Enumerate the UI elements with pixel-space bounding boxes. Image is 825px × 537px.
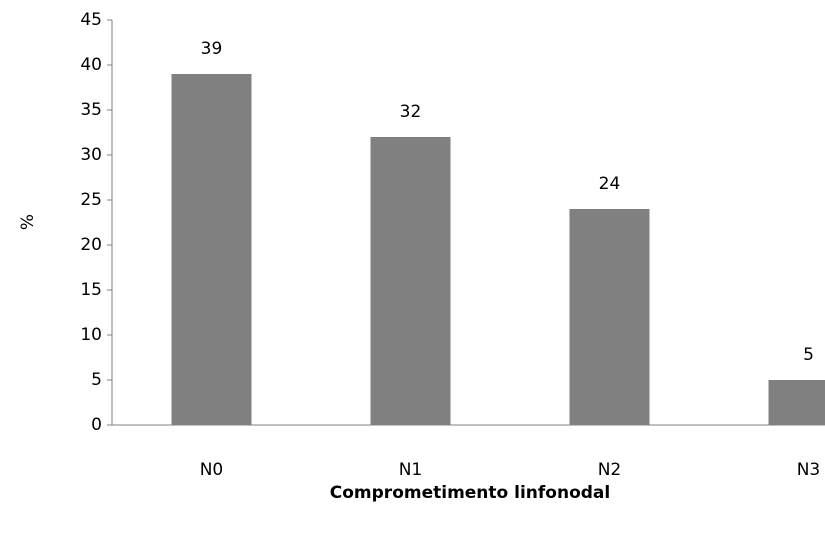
- x-tick-label: N1: [399, 460, 423, 480]
- y-tick-label: 30: [80, 145, 102, 165]
- data-label: 32: [400, 102, 422, 122]
- y-tick-label: 20: [80, 235, 102, 255]
- bar: [171, 74, 252, 425]
- y-axis-label: %: [18, 214, 38, 230]
- bar: [768, 380, 825, 425]
- x-tick-label: N3: [797, 460, 821, 480]
- y-tick-label: 0: [91, 415, 102, 435]
- y-tick-label: 5: [91, 370, 102, 390]
- y-tick-label: 45: [80, 10, 102, 30]
- y-tick-label: 40: [80, 55, 102, 75]
- x-tick-label: N0: [200, 460, 224, 480]
- bar: [370, 137, 451, 425]
- data-label: 39: [201, 39, 223, 59]
- x-tick-label: N2: [598, 460, 622, 480]
- y-tick-label: 35: [80, 100, 102, 120]
- y-tick-label: 15: [80, 280, 102, 300]
- data-label: 24: [599, 174, 621, 194]
- data-label: 5: [803, 345, 814, 365]
- bar: [569, 209, 650, 425]
- x-axis-label: Comprometimento linfonodal: [330, 483, 610, 503]
- y-tick-label: 25: [80, 190, 102, 210]
- y-tick-label: 10: [80, 325, 102, 345]
